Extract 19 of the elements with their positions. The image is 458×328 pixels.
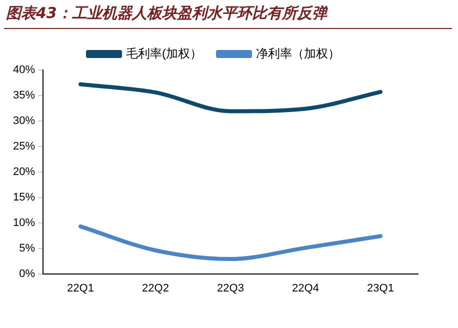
y-tick-label: 5% <box>19 242 36 254</box>
x-tick-label: 22Q2 <box>142 282 169 294</box>
y-tick-label: 40% <box>12 64 36 76</box>
y-tick-label: 0% <box>19 268 36 280</box>
line-series <box>78 224 382 262</box>
legend-label: 毛利率(加权） <box>126 46 202 60</box>
line-series <box>78 82 382 114</box>
x-tick-label: 22Q1 <box>67 282 94 294</box>
x-tick-label: 22Q3 <box>217 282 244 294</box>
y-tick-label: 10% <box>12 216 36 229</box>
y-tick-label: 15% <box>12 191 36 204</box>
x-tick-label: 22Q4 <box>292 282 319 294</box>
x-tick-label: 23Q1 <box>367 282 394 294</box>
legend-label: 净利率（加权） <box>256 46 340 60</box>
y-tick-label: 25% <box>12 140 36 152</box>
y-tick-label: 35% <box>12 90 36 102</box>
chart-title: 图表43：工业机器人板块盈利水平环比有所反弹 <box>6 4 327 23</box>
y-tick-label: 30% <box>12 114 36 127</box>
y-tick-label: 20% <box>12 166 36 178</box>
